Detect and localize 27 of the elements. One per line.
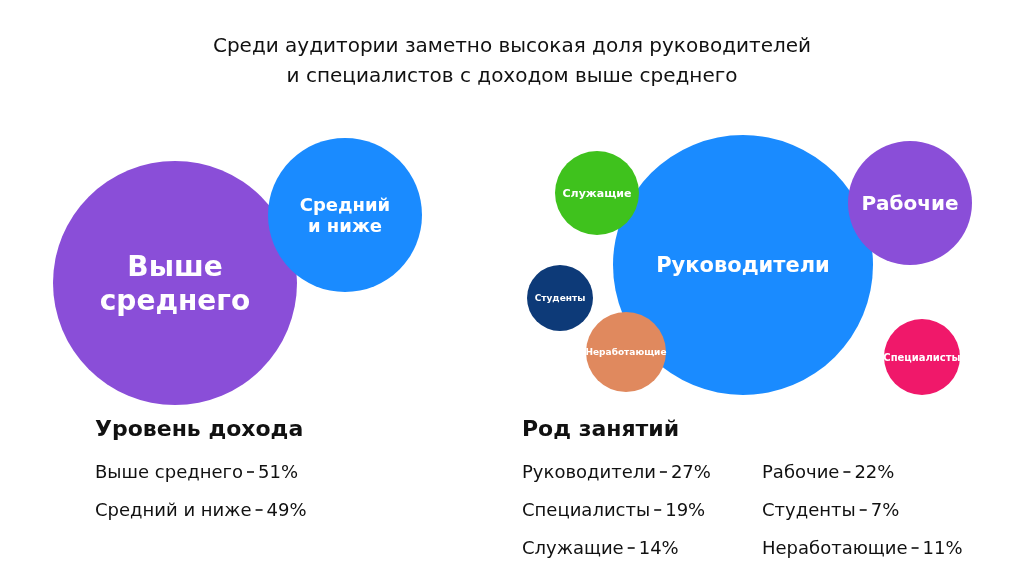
text: Среди аудитории заметно высокая доля руководителей и специалистов с доходом выше среднего <box>212 33 812 87</box>
category-label: Неработающие <box>585 347 667 358</box>
text: Уровень дохода <box>95 416 304 441</box>
category-label: Неработающие <box>762 537 908 558</box>
category-label: Руководители <box>522 461 656 482</box>
data-label: 11% <box>922 537 963 558</box>
category-label: Рабочие <box>762 461 840 482</box>
category-label: Средний и ниже <box>299 193 391 237</box>
category-label: Рабочие <box>861 191 959 215</box>
category-label: Служащие <box>522 537 624 558</box>
data-label: 27% <box>670 461 711 482</box>
category-label: Специалисты <box>883 351 961 363</box>
category-label: Студенты <box>762 499 856 520</box>
text: Род занятий <box>522 416 680 441</box>
category-label: Руководители <box>656 253 830 278</box>
data-label: 19% <box>665 499 706 520</box>
data-label: 22% <box>854 461 895 482</box>
category-label: Выше среднего <box>99 250 251 317</box>
category-label: Выше среднего <box>95 461 243 482</box>
category-label: Специалисты <box>522 499 651 520</box>
data-label: 14% <box>638 537 679 558</box>
data-label: 7% <box>870 499 900 520</box>
data-label: 51% <box>257 461 298 482</box>
category-label: Служащие <box>562 186 632 200</box>
data-label: 49% <box>266 499 307 520</box>
category-label: Студенты <box>534 293 586 304</box>
category-label: Средний и ниже <box>95 499 252 520</box>
